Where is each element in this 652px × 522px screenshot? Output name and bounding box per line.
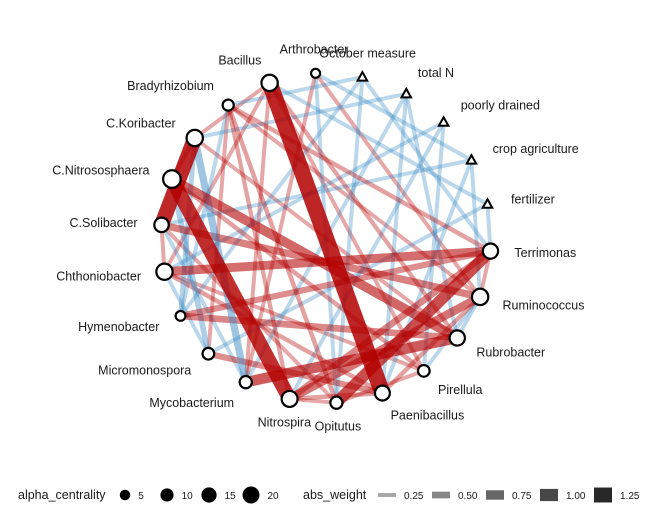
edge-mycobacterium-c-solibacter	[159, 223, 248, 384]
weight-legend-label-0.25: 0.25	[404, 491, 424, 502]
weight-legend-label-0.50: 0.50	[458, 491, 478, 502]
node-nitrospira	[280, 389, 299, 409]
weight-legend-label-0.75: 0.75	[512, 491, 532, 502]
node-bradyrhizobium	[221, 98, 235, 112]
centrality-legend-label-15: 15	[225, 491, 237, 502]
edge-opitutus-bradyrhizobium	[226, 104, 339, 404]
edge-october-measure-terrimonas	[360, 75, 493, 253]
labels-layer: C.Koribacter Bradyrhizobium Bacillus Arthro…	[52, 42, 584, 433]
weight-legend-key-0.75	[486, 490, 504, 500]
weight-legend-key-1.25	[594, 487, 612, 503]
node-label-fertilizer: fertilizer	[511, 192, 555, 206]
node-label-c-koribacter: C.Koribacter	[106, 116, 175, 130]
edge-bacillus-fertilizer	[268, 81, 489, 206]
weight-legend-label-1.25: 1.25	[620, 491, 640, 502]
edge-c-nitrososphaera-rubrobacter	[169, 174, 460, 343]
node-c-solibacter	[153, 216, 170, 234]
edge-bradyrhizobium-october-measure	[227, 75, 363, 108]
edge-ruminococcus-bradyrhizobium	[227, 103, 482, 299]
node-label-pirellula: Pirellula	[438, 383, 483, 397]
edge-chthoniobacter-bacillus	[162, 81, 272, 273]
edge-hymenobacter-bradyrhizobium	[178, 104, 231, 317]
edge-nitrospira-terrimonas	[287, 248, 493, 402]
edge-hymenobacter-c-koribacter	[178, 137, 198, 317]
edge-terrimonas-bradyrhizobium	[227, 103, 492, 254]
node-paenibacillus	[373, 384, 391, 402]
node-label-october-measure: October measure	[319, 47, 416, 61]
node-mycobacterium	[238, 374, 253, 390]
edge-rubrobacter-bacillus	[267, 81, 459, 340]
legend: alpha_centrality 5 10 15 20 abs_weight 0.25…	[18, 486, 640, 504]
edge-micromonospora-chthoniobacter	[162, 270, 211, 355]
centrality-legend-key-20	[242, 486, 260, 504]
node-label-poorly-drained: poorly drained	[461, 98, 540, 112]
centrality-legend-label-10: 10	[182, 491, 194, 502]
node-label-micromonospora: Micromonospora	[98, 364, 191, 378]
weight-legend-key-0.50	[432, 491, 450, 499]
edge-ruminococcus-crop-agriculture	[469, 159, 483, 298]
node-label-bacillus: Bacillus	[218, 53, 261, 67]
centrality-legend-label-5: 5	[138, 491, 144, 502]
edge-hymenobacter-october-measure	[178, 75, 364, 318]
nodes-layer	[153, 67, 500, 410]
centrality-legend-keys: 5 10 15 20	[119, 486, 279, 504]
node-label-arthrobacter: Arthrobacter	[280, 42, 349, 56]
edge-nitrospira-bradyrhizobium	[226, 104, 292, 400]
node-micromonospora	[201, 346, 216, 361]
centrality-legend-key-10	[160, 488, 174, 502]
node-label-terrimonas: Terrimonas	[514, 246, 576, 260]
edge-opitutus-october-measure	[334, 76, 365, 403]
node-pirellula	[416, 363, 431, 378]
node-bacillus	[260, 73, 279, 93]
weight-legend-title: abs_weight	[303, 488, 367, 502]
node-rubrobacter	[448, 329, 466, 347]
centrality-legend-key-5	[119, 489, 131, 501]
node-label-total-n: total N	[418, 66, 454, 80]
node-label-c-solibacter: C.Solibacter	[70, 216, 138, 230]
node-ruminococcus	[470, 287, 490, 307]
node-october-measure	[355, 70, 369, 82]
node-label-opitutus: Opitutus	[315, 420, 362, 434]
edge-ruminococcus-arthrobacter	[313, 72, 482, 299]
edge-opitutus-terrimonas	[332, 246, 495, 407]
centrality-legend-title: alpha_centrality	[18, 488, 106, 502]
node-label-ruminococcus: Ruminococcus	[503, 298, 585, 312]
node-label-bradyrhizobium: Bradyrhizobium	[127, 79, 214, 93]
node-total-n	[399, 86, 413, 99]
node-label-nitrospira: Nitrospira	[258, 415, 312, 429]
node-label-mycobacterium: Mycobacterium	[149, 396, 234, 410]
node-terrimonas	[481, 242, 500, 260]
edge-micromonospora-bradyrhizobium	[206, 104, 231, 354]
node-chthoniobacter	[155, 262, 174, 282]
node-hymenobacter	[174, 309, 187, 322]
node-fertilizer	[481, 197, 494, 209]
edge-bacillus-paenibacillus	[262, 80, 390, 396]
edge-c-nitrososphaera-nitrospira	[165, 175, 296, 403]
node-opitutus	[329, 395, 344, 410]
weight-legend-keys: 0.25 0.50 0.75 1.00 1.25	[378, 487, 640, 503]
edges-layer	[154, 71, 495, 407]
node-c-nitrososphaera	[161, 169, 182, 189]
edge-c-koribacter-bacillus	[193, 81, 271, 140]
node-label-paenibacillus: Paenibacillus	[391, 409, 465, 423]
centrality-legend-key-15	[201, 487, 217, 503]
edge-c-koribacter-total-n	[194, 91, 407, 140]
node-label-rubrobacter: Rubrobacter	[476, 346, 545, 360]
node-label-c-nitrososphaera: C.Nitrososphaera	[52, 164, 149, 178]
edge-arthrobacter-crop-agriculture	[314, 71, 473, 162]
node-label-crop-agriculture: crop agriculture	[493, 142, 579, 156]
weight-legend-label-1.00: 1.00	[566, 491, 586, 502]
node-label-hymenobacter: Hymenobacter	[78, 320, 159, 334]
edge-pirellula-c-nitrososphaera	[170, 177, 426, 373]
node-c-koribacter	[185, 128, 204, 148]
weight-legend-key-1.00	[540, 488, 558, 502]
node-label-chthoniobacter: Chthoniobacter	[56, 270, 141, 284]
node-crop-agriculture	[465, 153, 478, 165]
weight-legend-key-0.25	[378, 493, 396, 497]
node-poorly-drained	[437, 115, 451, 127]
centrality-legend-label-20: 20	[267, 491, 279, 502]
node-arthrobacter	[309, 67, 322, 79]
